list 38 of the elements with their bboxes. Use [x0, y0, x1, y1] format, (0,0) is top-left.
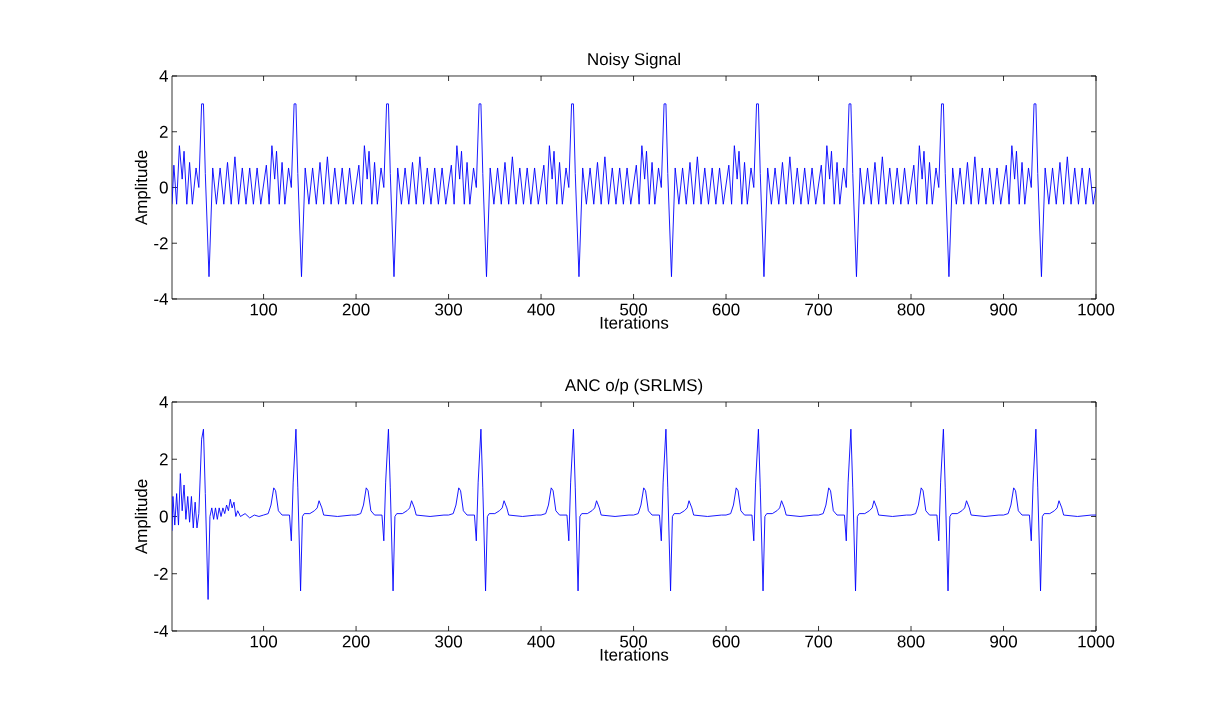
x-axis-title: Iterations	[600, 316, 669, 329]
x-tick-label: 400	[527, 303, 555, 316]
y-axis-title: Amplitude	[134, 150, 151, 226]
x-tick-label: 1000	[1078, 635, 1115, 648]
y-tick-label: 0	[159, 181, 168, 194]
x-tick-label: 800	[897, 303, 925, 316]
x-tick-label: 300	[435, 303, 463, 316]
x-tick-label: 400	[527, 635, 555, 648]
y-axis-title: Amplitude	[134, 479, 151, 555]
x-tick-label: 100	[250, 303, 278, 316]
x-tick-label: 500	[620, 303, 648, 316]
y-tick-label: 0	[159, 510, 168, 523]
x-tick-label: 600	[712, 303, 740, 316]
x-tick-label: 200	[342, 303, 370, 316]
y-tick-label: 4	[159, 396, 168, 408]
x-axis-title: Iterations	[600, 648, 669, 661]
y-tick-label: -2	[154, 237, 168, 250]
x-tick-label: 600	[712, 635, 740, 648]
y-tick-label: 4	[159, 70, 168, 82]
chart-title: ANC o/p (SRLMS)	[564, 378, 703, 395]
x-tick-label: 900	[990, 635, 1017, 648]
chart-title: Noisy Signal	[588, 52, 680, 69]
y-tick-label: -4	[154, 625, 168, 637]
x-tick-label: 200	[342, 635, 370, 648]
y-tick-label: 2	[159, 453, 168, 466]
x-tick-label: 300	[435, 635, 463, 648]
x-tick-label: 900	[990, 303, 1017, 316]
y-tick-label: -4	[154, 293, 168, 305]
line-series	[172, 428, 1097, 600]
line-series	[172, 103, 1097, 278]
x-tick-label: 800	[897, 635, 925, 648]
x-tick-label: 100	[250, 635, 278, 648]
x-tick-label: 700	[805, 635, 832, 648]
y-tick-label: 2	[159, 125, 168, 138]
x-tick-label: 700	[805, 303, 832, 316]
x-tick-label: 1000	[1078, 303, 1115, 316]
y-tick-label: -2	[154, 567, 168, 580]
x-tick-label: 500	[620, 635, 648, 648]
